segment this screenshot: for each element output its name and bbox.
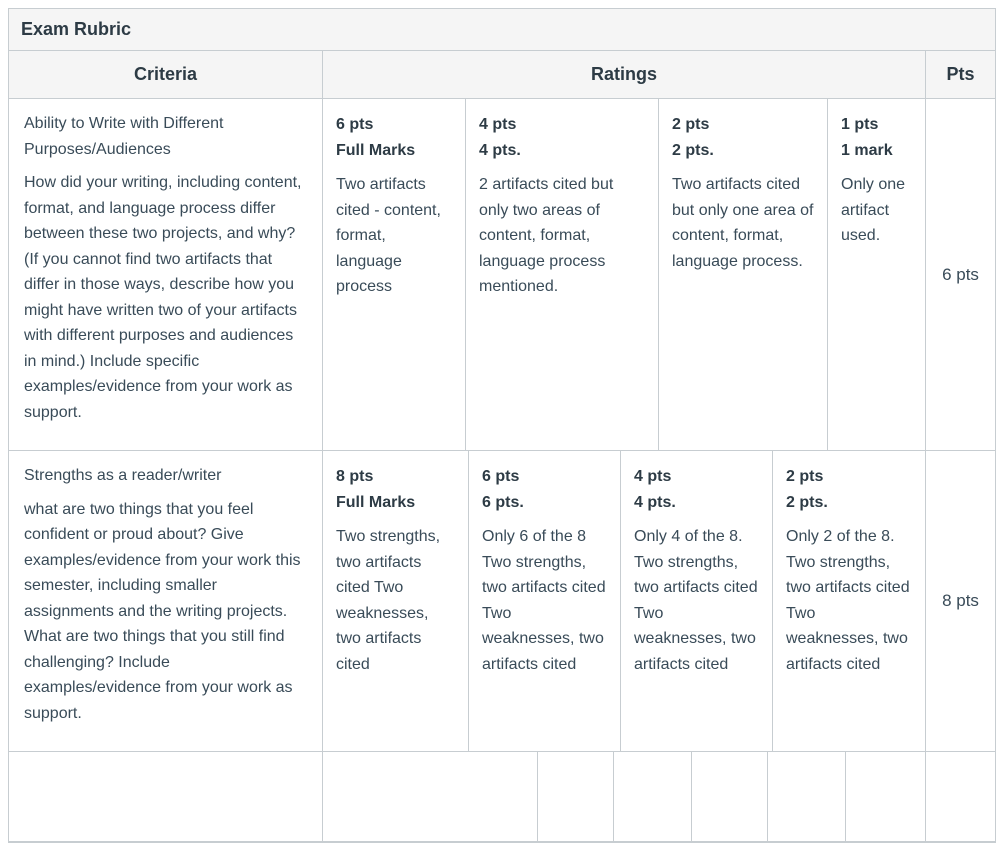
rating-points: 4 pts [479,116,517,133]
rubric-title: Exam Rubric [9,9,995,51]
rating-points: 2 pts [672,116,710,133]
criterion-points [926,752,995,841]
rating-label: 4 pts. [634,494,676,511]
rating-points: 6 pts [336,116,374,133]
rating-cell: 2 pts 2 pts. Two artifacts cited but onl… [659,99,828,450]
rating-label: Full Marks [336,142,416,159]
rating-points: 2 pts [786,468,824,485]
rating-cell: 1 pts 1 mark Only one artifact used. [828,99,925,450]
rating-cell: 2 pts 2 pts. Only 2 of the 8. Two streng… [773,451,925,751]
ratings-group [323,752,926,841]
rating-cell: 4 pts 4 pts. 2 artifacts cited but only … [466,99,659,450]
rating-label: Full Marks [336,494,416,511]
exam-rubric-table: Exam Rubric Criteria Ratings Pts Ability… [8,8,996,843]
rating-cell: 6 pts Full Marks Two artifacts cited - c… [323,99,466,450]
rating-description: Two strengths, two artifacts cited Two w… [336,528,441,673]
rating-points: 8 pts [336,468,374,485]
ratings-column-header: Ratings [323,51,926,98]
rating-cell [614,752,692,841]
rating-label: 6 pts. [482,494,524,511]
rating-points: 6 pts [482,468,520,485]
criterion-cell [9,752,323,841]
rating-cell [323,752,538,841]
rating-description: 2 artifacts cited but only two areas of … [479,176,614,295]
rating-cell: 6 pts 6 pts. Only 6 of the 8 Two strengt… [469,451,621,751]
rating-label: 2 pts. [672,142,714,159]
criteria-column-header: Criteria [9,51,323,98]
rubric-rows: Ability to Write with Different Purposes… [9,99,995,842]
criterion-title: Ability to Write with Different Purposes… [24,115,224,158]
criterion-cell: Strengths as a reader/writer what are tw… [9,451,323,751]
rating-cell [768,752,846,841]
criterion-points: 8 pts [942,591,979,610]
pts-column-header: Pts [946,64,975,84]
rating-cell: 8 pts Full Marks Two strengths, two arti… [323,451,469,751]
ratings-group: 8 pts Full Marks Two strengths, two arti… [323,451,926,751]
rating-label: 2 pts. [786,494,828,511]
rating-description: Only 2 of the 8. Two strengths, two arti… [786,528,910,673]
rating-description: Only one artifact used. [841,176,906,244]
rating-points: 1 pts [841,116,879,133]
criterion-description: How did your writing, including content,… [24,174,302,421]
rating-cell [538,752,614,841]
criterion-description: what are two things that you feel confid… [24,500,301,722]
criterion-title: Strengths as a reader/writer [24,467,222,484]
rating-cell [846,752,925,841]
criterion-row: Ability to Write with Different Purposes… [9,99,995,451]
rating-label: 1 mark [841,142,893,159]
rating-label: 4 pts. [479,142,521,159]
criterion-points: 6 pts [942,264,979,284]
criterion-row: Strengths as a reader/writer what are tw… [9,451,995,752]
rating-description: Only 6 of the 8 Two strengths, two artif… [482,528,606,673]
ratings-group: 6 pts Full Marks Two artifacts cited - c… [323,99,926,450]
rating-cell [692,752,768,841]
rating-description: Only 4 of the 8. Two strengths, two arti… [634,528,758,673]
rating-description: Two artifacts cited but only one area of… [672,176,814,270]
rating-description: Two artifacts cited - content, format, l… [336,176,441,295]
criterion-row [9,752,995,842]
rubric-header-row: Criteria Ratings Pts [9,51,995,99]
rating-cell: 4 pts 4 pts. Only 4 of the 8. Two streng… [621,451,773,751]
criterion-cell: Ability to Write with Different Purposes… [9,99,323,450]
rating-points: 4 pts [634,468,672,485]
